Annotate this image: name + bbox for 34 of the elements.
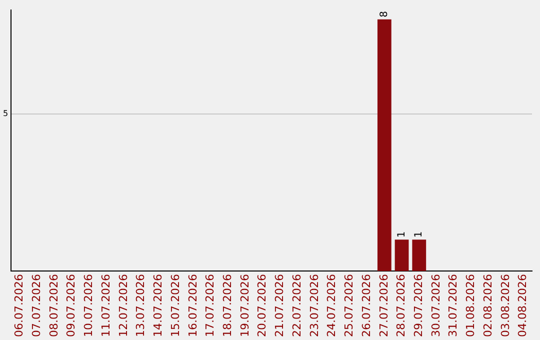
x-tick-label: 15.07.2026 [168,274,182,338]
data-label: 8 [379,11,390,18]
x-tick-label: 10.07.2026 [82,274,96,338]
x-tick-label: 08.07.2026 [47,274,60,338]
x-tick-label: 24.07.2026 [325,274,338,338]
x-tick-label: 30.07.2026 [429,274,442,338]
x-tick-label: 04.08.2026 [516,274,530,338]
x-tick-label: 09.07.2026 [64,274,78,338]
x-tick-label: 21.07.2026 [273,274,286,338]
x-tick-label: 27.07.2026 [377,274,390,338]
y-tick-label: 5 [2,108,8,118]
x-tick-label: 28.07.2026 [394,274,408,338]
x-tick-label: 17.07.2026 [204,274,217,338]
data-label: 1 [414,231,425,238]
x-tick-label: 22.07.2026 [290,274,304,338]
x-tick-label: 23.07.2026 [308,274,321,338]
x-tick-label: 13.07.2026 [134,274,148,338]
x-tick-label: 25.07.2026 [342,274,356,338]
x-tick-label: 18.07.2026 [220,274,234,338]
x-tick-label: 16.07.2026 [186,274,200,338]
x-tick-label: 11.07.2026 [99,274,112,338]
x-tick-label: 31.07.2026 [446,274,460,338]
x-tick-label: 06.07.2026 [12,274,26,338]
data-label: 1 [396,231,408,238]
x-tick-label: 03.08.2026 [498,274,512,338]
x-tick-label: 26.07.2026 [360,274,373,338]
x-tick-label: 02.08.2026 [481,274,494,338]
x-tick-label: 19.07.2026 [238,274,252,338]
x-tick-label: 01.08.2026 [464,274,478,338]
x-tick-label: 20.07.2026 [256,274,269,338]
x-tick-label: 29.07.2026 [412,274,425,338]
x-tick-label: 14.07.2026 [152,274,165,338]
x-tick-label: 12.07.2026 [116,274,130,338]
x-tick-label: 07.07.2026 [30,274,43,338]
